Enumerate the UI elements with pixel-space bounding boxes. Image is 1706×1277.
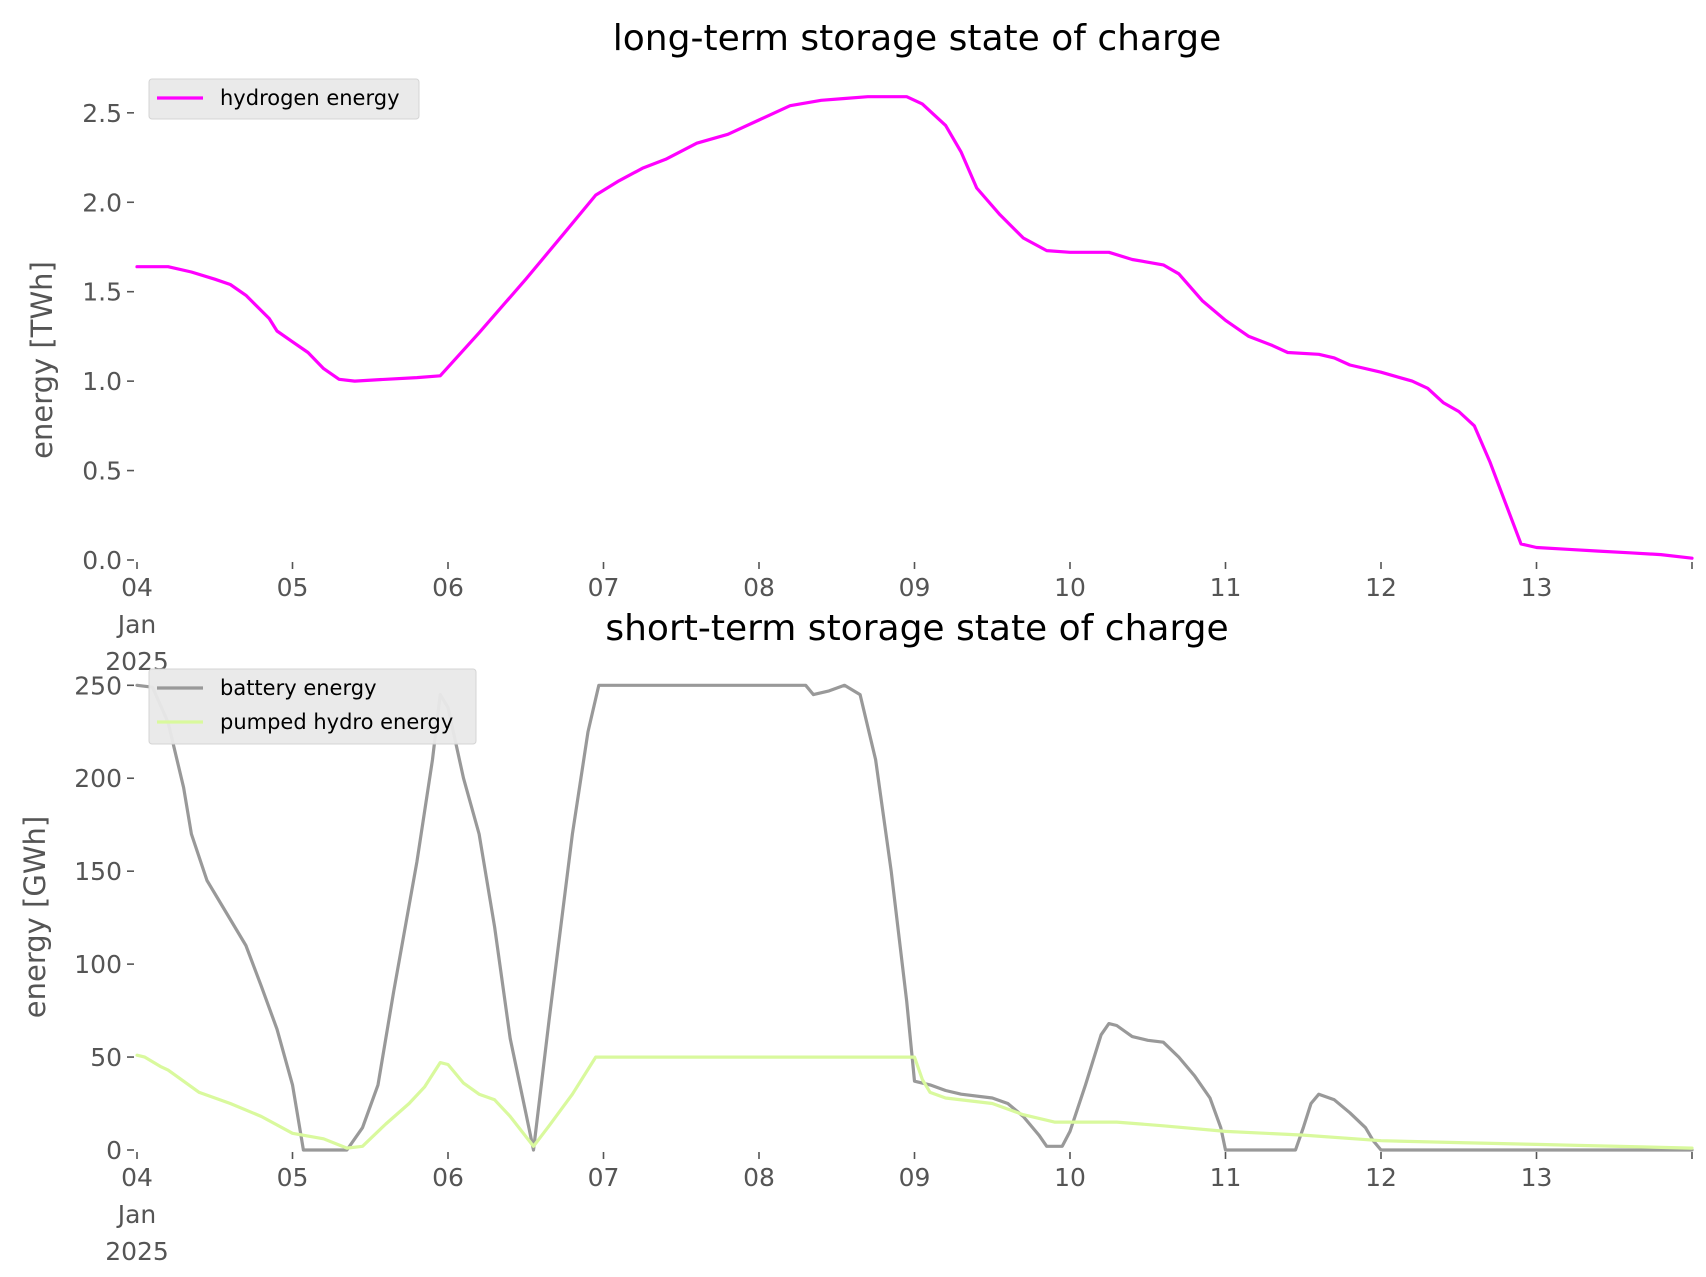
legend-bottom: battery energy pumped hydro energy (148, 668, 477, 745)
x-tick-label: 12 (1365, 1163, 1397, 1192)
y-tick-label: 150 (74, 857, 122, 886)
y-tick-label: 0.0 (82, 546, 122, 575)
legend-box (148, 668, 477, 745)
x-tick-label: Jan (116, 610, 157, 639)
y-tick-label: 50 (90, 1043, 122, 1072)
x-tick-label: 10 (1054, 1163, 1086, 1192)
series-lines-bottom (135, 683, 1694, 1152)
chart-title-long-term: long-term storage state of charge (613, 18, 1221, 59)
legend-box (148, 78, 420, 120)
y-tick-label: 0 (106, 1136, 122, 1165)
x-tick-label: 05 (277, 1163, 309, 1192)
x-tick-label: 08 (743, 573, 775, 602)
chart-title-short-term: short-term storage state of charge (605, 608, 1228, 649)
x-tick-label: 13 (1521, 1163, 1553, 1192)
x-tick-label: Jan (116, 1200, 157, 1229)
y-tick-label: 2.0 (82, 188, 122, 217)
y-axis-ticks-top: 0.0 0.5 1.0 1.5 2.0 2.5 (82, 99, 134, 575)
y-tick-label: 250 (74, 671, 122, 700)
legend-top: hydrogen energy (148, 78, 420, 120)
x-tick-label: 09 (899, 573, 931, 602)
x-tick-label: 13 (1521, 573, 1553, 602)
x-tick-label: 10 (1054, 573, 1086, 602)
x-tick-label: 06 (432, 573, 464, 602)
x-tick-label: 11 (1210, 1163, 1242, 1192)
y-axis-ticks-bottom: 0 50 100 150 200 250 (74, 671, 134, 1165)
x-axis-ticks-bottom: 04 Jan 2025 05 06 07 08 09 10 11 12 13 (105, 1152, 1693, 1266)
x-tick-label: 05 (277, 573, 309, 602)
y-tick-label: 1.0 (82, 367, 122, 396)
legend-label: battery energy (220, 676, 377, 700)
x-tick-label: 04 (121, 1163, 153, 1192)
series-lines-top (135, 95, 1694, 560)
x-tick-label: 09 (899, 1163, 931, 1192)
y-axis-label-twh: energy [TWh] (25, 261, 59, 459)
y-tick-label: 200 (74, 764, 122, 793)
x-tick-label: 04 (121, 573, 153, 602)
series-line-battery-energy (135, 683, 1694, 1152)
y-tick-label: 100 (74, 950, 122, 979)
chart-long-term-storage: long-term storage state of charge energy… (25, 18, 1694, 676)
y-axis-label-gwh: energy [GWh] (18, 816, 52, 1018)
x-tick-label: 08 (743, 1163, 775, 1192)
y-tick-label: 1.5 (82, 278, 122, 307)
y-tick-label: 0.5 (82, 457, 122, 486)
legend-label: pumped hydro energy (220, 710, 453, 734)
x-tick-label: 07 (588, 1163, 620, 1192)
x-tick-label: 06 (432, 1163, 464, 1192)
x-tick-label: 07 (588, 573, 620, 602)
x-tick-label: 11 (1210, 573, 1242, 602)
y-tick-label: 2.5 (82, 99, 122, 128)
series-line-hydrogen-energy (135, 95, 1694, 560)
series-line-pumped-hydro-energy (135, 1053, 1694, 1150)
chart-short-term-storage: short-term storage state of charge energ… (18, 608, 1694, 1266)
legend-label: hydrogen energy (220, 86, 400, 110)
x-tick-label: 12 (1365, 573, 1397, 602)
x-tick-label: 2025 (105, 1237, 169, 1266)
